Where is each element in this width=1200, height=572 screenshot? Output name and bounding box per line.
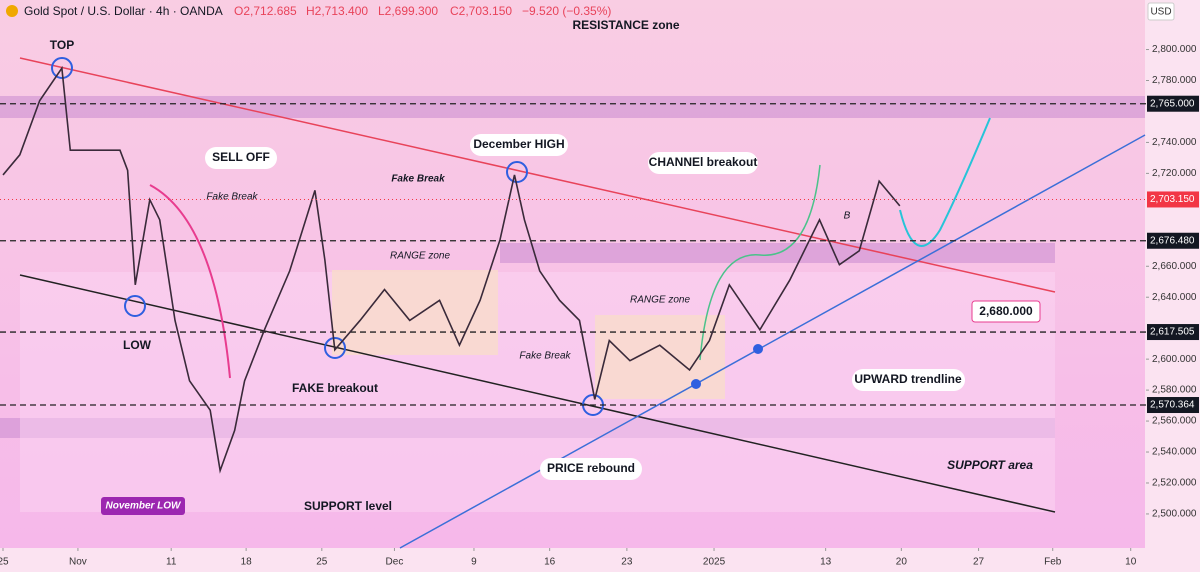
last-price-label: 2,703.150	[1150, 194, 1195, 205]
symbol-icon	[6, 5, 18, 17]
annotation: SELL OFF	[212, 150, 270, 164]
x-tick-label: 25	[0, 557, 9, 568]
y-tick-label: 2,740.000	[1152, 137, 1197, 148]
x-tick-label: Feb	[1044, 557, 1062, 568]
x-tick-label: 13	[820, 557, 832, 568]
time-axis-bg	[0, 548, 1145, 572]
x-tick-label: 10	[1125, 557, 1137, 568]
level-label: 2,765.000	[1150, 98, 1195, 109]
annotation: RANGE zone	[390, 251, 450, 262]
annotation: Fake Break	[206, 192, 258, 203]
marker	[51, 57, 73, 79]
tag-box	[101, 497, 185, 515]
x-tick-label: 16	[544, 557, 556, 568]
marker	[753, 344, 763, 354]
annotation: RANGE zone	[630, 295, 690, 306]
level-label: 2,617.505	[1150, 327, 1195, 338]
marker	[691, 379, 701, 389]
breakout-arrow	[699, 164, 821, 361]
level-label-box	[1147, 95, 1199, 112]
annotation: TOP	[50, 38, 74, 52]
last-price-box	[1147, 191, 1199, 208]
channel-top	[19, 57, 1056, 293]
ohlc-change: −9.520 (−0.35%)	[522, 4, 611, 18]
ohlc-close: C2,703.150	[450, 4, 512, 18]
annotation: PRICE rebound	[547, 461, 635, 475]
y-tick-label: 2,560.000	[1152, 416, 1197, 427]
upward-trendline	[399, 134, 1146, 549]
level-label: 2,676.480	[1150, 235, 1195, 246]
y-tick-label: 2,720.000	[1152, 168, 1197, 179]
annotation: Fake Break	[391, 174, 445, 185]
ohlc-low: L2,699.300	[378, 4, 438, 18]
x-tick-label: 20	[896, 557, 908, 568]
y-tick-label: 2,540.000	[1152, 447, 1197, 458]
currency-box	[1147, 2, 1175, 21]
callout-box	[971, 300, 1041, 323]
level-label-box	[1147, 324, 1199, 341]
x-tick-label: 25	[316, 557, 328, 568]
level-label-box	[1147, 232, 1199, 249]
annotation: 2,680.000	[979, 304, 1033, 318]
symbol: Gold Spot / U.S. Dollar · 4h · OANDA	[24, 4, 223, 18]
channel-bottom	[19, 274, 1056, 513]
y-tick-label: 2,500.000	[1152, 509, 1197, 520]
callout-box	[205, 147, 277, 169]
annotation: RESISTANCE zone	[572, 18, 679, 32]
x-tick-label: 11	[166, 557, 177, 568]
annotation: SUPPORT level	[304, 499, 392, 513]
x-tick-label: 2025	[703, 557, 726, 568]
annotation: B	[844, 211, 851, 222]
annotation: November LOW	[105, 501, 182, 512]
callout-box	[648, 152, 758, 174]
callout-box	[540, 458, 642, 480]
marker	[324, 337, 346, 359]
annotation: LOW	[123, 338, 152, 352]
y-tick-label: 2,780.000	[1152, 75, 1197, 86]
y-tick-label: 2,660.000	[1152, 261, 1197, 272]
price-axis-bg	[1145, 0, 1200, 572]
y-tick-label: 2,640.000	[1152, 292, 1197, 303]
y-tick-label: 2,580.000	[1152, 385, 1197, 396]
callout-box	[470, 134, 568, 156]
range-box	[595, 315, 725, 399]
y-tick-label: 2,520.000	[1152, 478, 1197, 489]
currency: USD	[1150, 7, 1171, 18]
annotation: CHANNEl breakout	[649, 155, 758, 169]
annotation: UPWARD trendline	[854, 372, 962, 386]
level-label: 2,570.364	[1150, 400, 1195, 411]
marker	[506, 161, 528, 183]
x-tick-label: 18	[241, 557, 253, 568]
price-line	[2, 65, 901, 474]
resistance-band	[0, 96, 1145, 118]
annotation: Fake Break	[519, 351, 571, 362]
x-tick-label: 27	[973, 557, 985, 568]
ohlc-open: O2,712.685	[234, 4, 297, 18]
y-tick-label: 2,800.000	[1152, 44, 1197, 55]
x-tick-label: 23	[621, 557, 633, 568]
x-tick-label: Nov	[69, 557, 87, 568]
ohlc-high: H2,713.400	[306, 4, 368, 18]
annotation: SUPPORT area	[947, 458, 1033, 472]
callout-box	[852, 369, 965, 391]
selloff-arrow	[149, 184, 231, 379]
annotation: December HIGH	[473, 137, 564, 151]
x-tick-label: 9	[471, 557, 477, 568]
annotation: FAKE breakout	[292, 381, 378, 395]
level-label-box	[1147, 397, 1199, 414]
x-tick-label: Dec	[386, 557, 404, 568]
marker	[124, 295, 146, 317]
range-box	[332, 270, 498, 355]
projection-arrow	[899, 117, 991, 247]
y-tick-label: 2,600.000	[1152, 354, 1197, 365]
